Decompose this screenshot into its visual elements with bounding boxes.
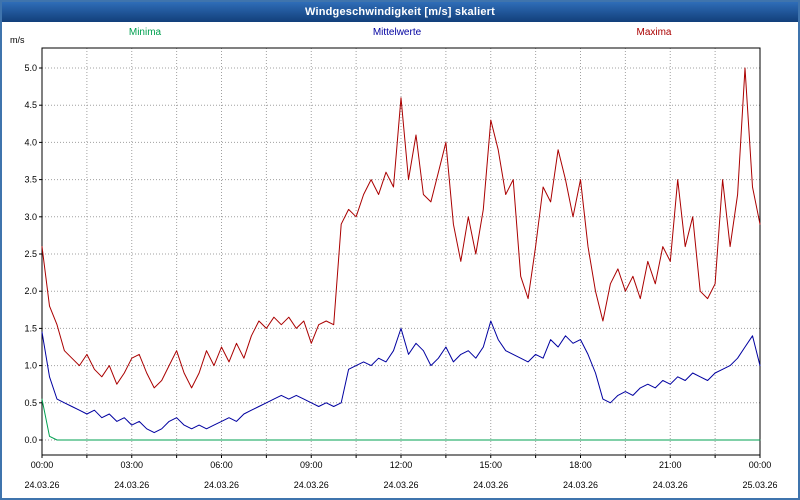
legend-minima: Minima [128,27,162,38]
svg-text:1.0: 1.0 [24,361,37,371]
svg-text:06:00: 06:00 [210,460,233,470]
svg-text:24.03.26: 24.03.26 [383,480,418,490]
svg-text:21:00: 21:00 [659,460,682,470]
y-axis-unit-label: m/s [10,35,25,45]
svg-text:24.03.26: 24.03.26 [204,480,239,490]
svg-text:2.5: 2.5 [24,249,37,259]
svg-text:4.0: 4.0 [24,137,37,147]
svg-text:3.0: 3.0 [24,212,37,222]
svg-text:24.03.26: 24.03.26 [294,480,329,490]
legend-maxima: Maxima [636,27,672,38]
svg-text:24.03.26: 24.03.26 [473,480,508,490]
svg-text:24.03.26: 24.03.26 [24,480,59,490]
svg-text:0.0: 0.0 [24,435,37,445]
svg-text:5.0: 5.0 [24,63,37,73]
svg-text:24.03.26: 24.03.26 [653,480,688,490]
svg-text:4.5: 4.5 [24,100,37,110]
svg-text:12:00: 12:00 [390,460,413,470]
svg-text:15:00: 15:00 [479,460,502,470]
svg-text:00:00: 00:00 [749,460,772,470]
svg-text:25.03.26: 25.03.26 [742,480,777,490]
svg-text:1.5: 1.5 [24,323,37,333]
svg-text:00:00: 00:00 [31,460,54,470]
svg-text:24.03.26: 24.03.26 [114,480,149,490]
svg-text:18:00: 18:00 [569,460,592,470]
window-titlebar: Windgeschwindigkeit [m/s] skaliert [2,2,798,22]
svg-text:2.0: 2.0 [24,286,37,296]
svg-text:24.03.26: 24.03.26 [563,480,598,490]
svg-text:03:00: 03:00 [120,460,143,470]
legend-mittelwerte: Mittelwerte [372,27,422,38]
window-title: Windgeschwindigkeit [m/s] skaliert [304,6,496,18]
svg-text:0.5: 0.5 [24,398,37,408]
svg-text:09:00: 09:00 [300,460,323,470]
svg-text:3.5: 3.5 [24,175,37,185]
